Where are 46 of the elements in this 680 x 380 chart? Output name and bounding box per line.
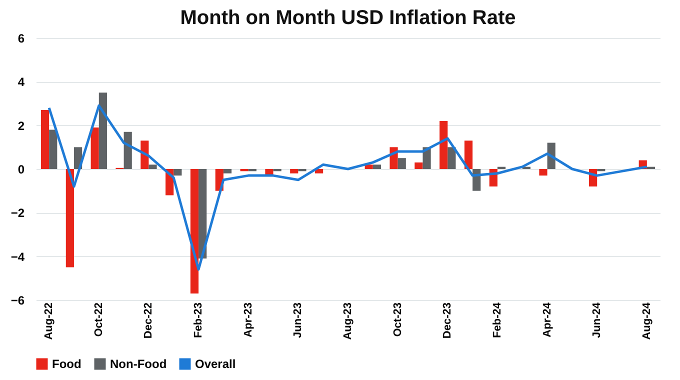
x-tick-label: Aug-23 — [342, 302, 354, 340]
bar — [190, 169, 199, 294]
bar — [539, 169, 548, 176]
x-tick-label: Aug-22 — [43, 302, 56, 340]
x-tick-label: Dec-22 — [142, 302, 155, 339]
bar — [49, 130, 58, 169]
bar — [440, 120, 448, 169]
x-tick-label: Jun-23 — [292, 302, 304, 338]
bar — [448, 147, 456, 169]
y-tick-label: −6 — [10, 294, 25, 308]
bar — [66, 169, 74, 268]
y-tick-label: −4 — [10, 250, 25, 264]
y-tick-label: 4 — [18, 75, 25, 90]
legend-label: Food — [52, 357, 82, 371]
legend-label: Overall — [195, 357, 236, 371]
x-tick-label: Dec-23 — [442, 302, 454, 339]
bar — [290, 169, 298, 174]
x-tick-label: Feb-23 — [192, 302, 205, 338]
bar — [174, 169, 182, 176]
x-tick-label: Oct-22 — [92, 302, 105, 337]
bar — [40, 110, 50, 169]
line-series — [48, 104, 648, 271]
bar — [372, 164, 382, 169]
y-tick-label: 0 — [18, 162, 25, 176]
legend-label: Non-Food — [110, 357, 167, 371]
bar — [198, 169, 207, 259]
x-tick-label: Jun-24 — [591, 302, 604, 338]
bar — [98, 92, 107, 169]
x-tick-label: Apr-23 — [242, 302, 254, 338]
y-tick-label: −2 — [10, 206, 25, 220]
bar — [414, 162, 423, 169]
x-tick-label: Feb-24 — [491, 302, 504, 338]
x-tick-label: Apr-24 — [541, 302, 554, 338]
bar — [464, 140, 473, 169]
bar — [364, 164, 373, 169]
bar — [90, 128, 99, 169]
bar — [124, 132, 132, 169]
bar — [223, 169, 232, 174]
chart-title: Month on Month USD Inflation Rate — [180, 7, 516, 29]
bar — [398, 158, 406, 169]
bar — [148, 164, 157, 169]
bar — [314, 169, 324, 174]
y-tick-label: 6 — [18, 32, 25, 46]
x-tick-label: Oct-23 — [392, 302, 404, 337]
x-tick-label: Aug-24 — [640, 302, 653, 340]
y-tick-label: 2 — [18, 118, 25, 133]
